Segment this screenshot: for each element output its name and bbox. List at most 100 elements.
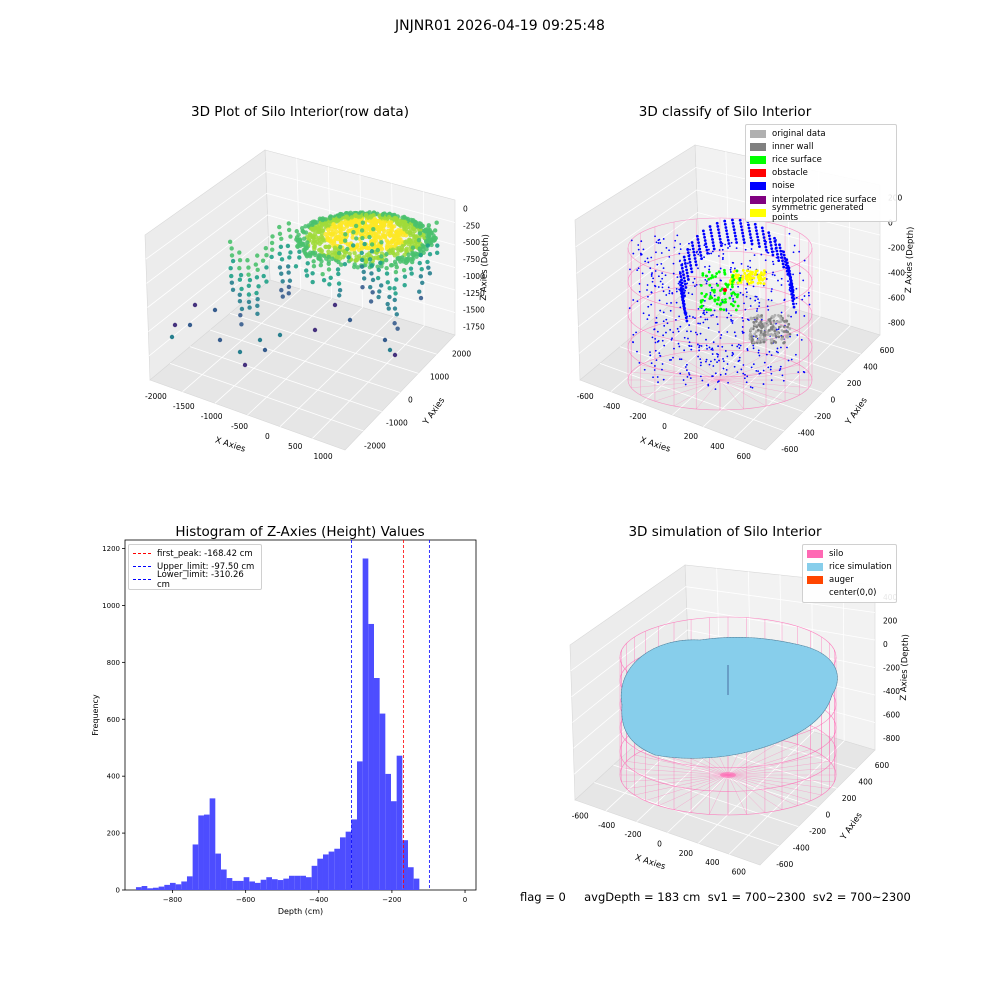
z-axis-label: Z Axies (Depth) (899, 634, 911, 701)
noise-point (722, 367, 725, 370)
noise-point (646, 318, 649, 321)
histogram-bar (260, 879, 267, 890)
noise-point (697, 343, 699, 346)
data-point (368, 299, 374, 304)
grid-line (249, 296, 437, 355)
x-tick-label: -500 (231, 422, 248, 431)
noise-point (722, 357, 724, 360)
data-point (264, 265, 269, 270)
inner-wall-point (769, 322, 773, 326)
data-point (359, 228, 365, 233)
noise-point (757, 298, 759, 301)
noise-point (684, 286, 688, 289)
inner-wall-point (771, 325, 775, 329)
noise-point (662, 334, 665, 337)
data-point (353, 223, 359, 229)
x-axis-label: X Axies (639, 435, 672, 454)
noise-point (732, 298, 734, 300)
noise-point (742, 364, 745, 366)
noise-point (747, 226, 751, 230)
y-tick-label: 600 (880, 346, 895, 355)
noise-point (767, 309, 770, 311)
noise-point (654, 321, 657, 324)
noise-point (668, 292, 671, 295)
z-tick-label: -1000 (463, 272, 485, 281)
data-point (228, 266, 233, 271)
noise-point (792, 273, 794, 276)
symmetric-point (762, 282, 766, 286)
noise-point (681, 296, 685, 300)
noise-point (649, 354, 652, 357)
noise-point (749, 305, 752, 307)
noise-point (685, 271, 689, 275)
data-point (242, 362, 248, 368)
noise-point (667, 286, 670, 289)
noise-point (734, 234, 737, 238)
rice-surface-point (726, 285, 729, 289)
noise-point (795, 311, 797, 313)
data-point (239, 286, 244, 292)
noise-point (739, 344, 742, 347)
noise-point (779, 249, 783, 253)
rice-surface-point (731, 275, 734, 279)
noise-point (654, 341, 657, 344)
data-point (277, 224, 282, 230)
data-point (427, 252, 433, 257)
noise-point (712, 247, 716, 251)
y-tick-label: 400 (107, 773, 120, 781)
noise-point (770, 299, 773, 302)
noise-point (750, 242, 754, 246)
noise-point (780, 277, 783, 280)
noise-point (711, 349, 714, 351)
y-axis-label: Frequency (91, 694, 100, 736)
noise-point (699, 364, 702, 367)
rice-surface-point (719, 289, 722, 292)
noise-point (754, 299, 757, 302)
histogram-bar (334, 848, 340, 890)
data-point (394, 265, 399, 270)
grid-line (728, 581, 845, 855)
noise-point (688, 242, 690, 245)
noise-point (629, 268, 631, 271)
rice-surface-point (721, 298, 724, 302)
data-point (370, 218, 376, 224)
data-point (405, 256, 410, 262)
noise-point (708, 346, 711, 349)
data-point (402, 282, 407, 288)
noise-point (769, 368, 772, 371)
inner-wall-point (753, 332, 757, 336)
noise-point (778, 243, 781, 247)
noise-point (711, 241, 715, 244)
inner-wall-point (766, 323, 770, 327)
noise-point (677, 342, 680, 345)
data-point (418, 252, 423, 258)
noise-point (751, 386, 754, 389)
rice-surface-point (699, 305, 703, 309)
noise-point (719, 337, 722, 339)
figure-title: JNJNR01 2026-04-19 09:25:48 (395, 18, 605, 34)
data-point (227, 239, 233, 245)
noise-point (799, 272, 801, 275)
data-point (277, 231, 283, 237)
legend-label: center(0,0) (829, 588, 877, 599)
panel3-title: Histogram of Z-Axies (Height) Values (175, 524, 425, 540)
data-point (373, 223, 379, 228)
inner-wall-point (786, 325, 789, 329)
noise-point (792, 302, 795, 306)
noise-point (782, 253, 786, 257)
noise-point (760, 253, 763, 256)
inner-wall-point (764, 325, 768, 328)
noise-point (684, 289, 687, 292)
noise-point (741, 332, 744, 334)
noise-point (662, 290, 665, 293)
data-point (371, 238, 376, 244)
noise-point (808, 303, 811, 306)
data-point (286, 284, 292, 290)
noise-point (678, 260, 681, 263)
data-point (368, 215, 373, 220)
noise-point (741, 316, 744, 319)
noise-point (686, 375, 689, 378)
inner-wall-point (777, 315, 781, 318)
data-point (192, 302, 198, 308)
rice-surface-point (707, 277, 711, 281)
